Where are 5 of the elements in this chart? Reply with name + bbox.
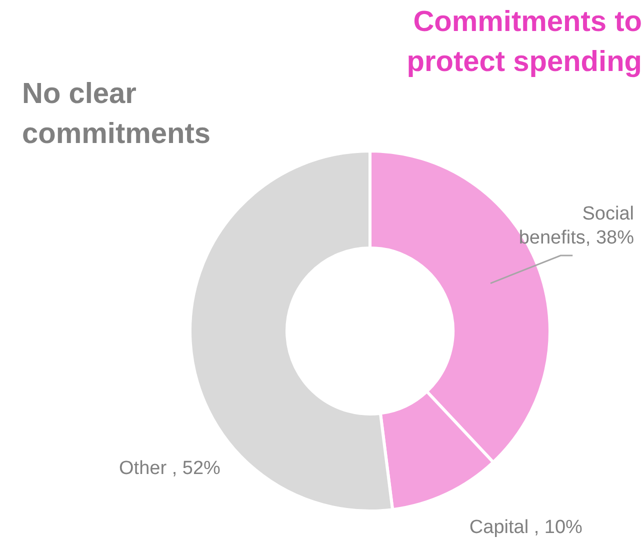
text: No clear commitments xyxy=(22,77,212,152)
slice-label: Social benefits, 38% xyxy=(518,204,634,249)
slice-label: Other , 52% xyxy=(119,458,221,480)
slice-label: Capital , 10% xyxy=(469,517,583,538)
text: Commitments to protect spending xyxy=(406,5,642,80)
